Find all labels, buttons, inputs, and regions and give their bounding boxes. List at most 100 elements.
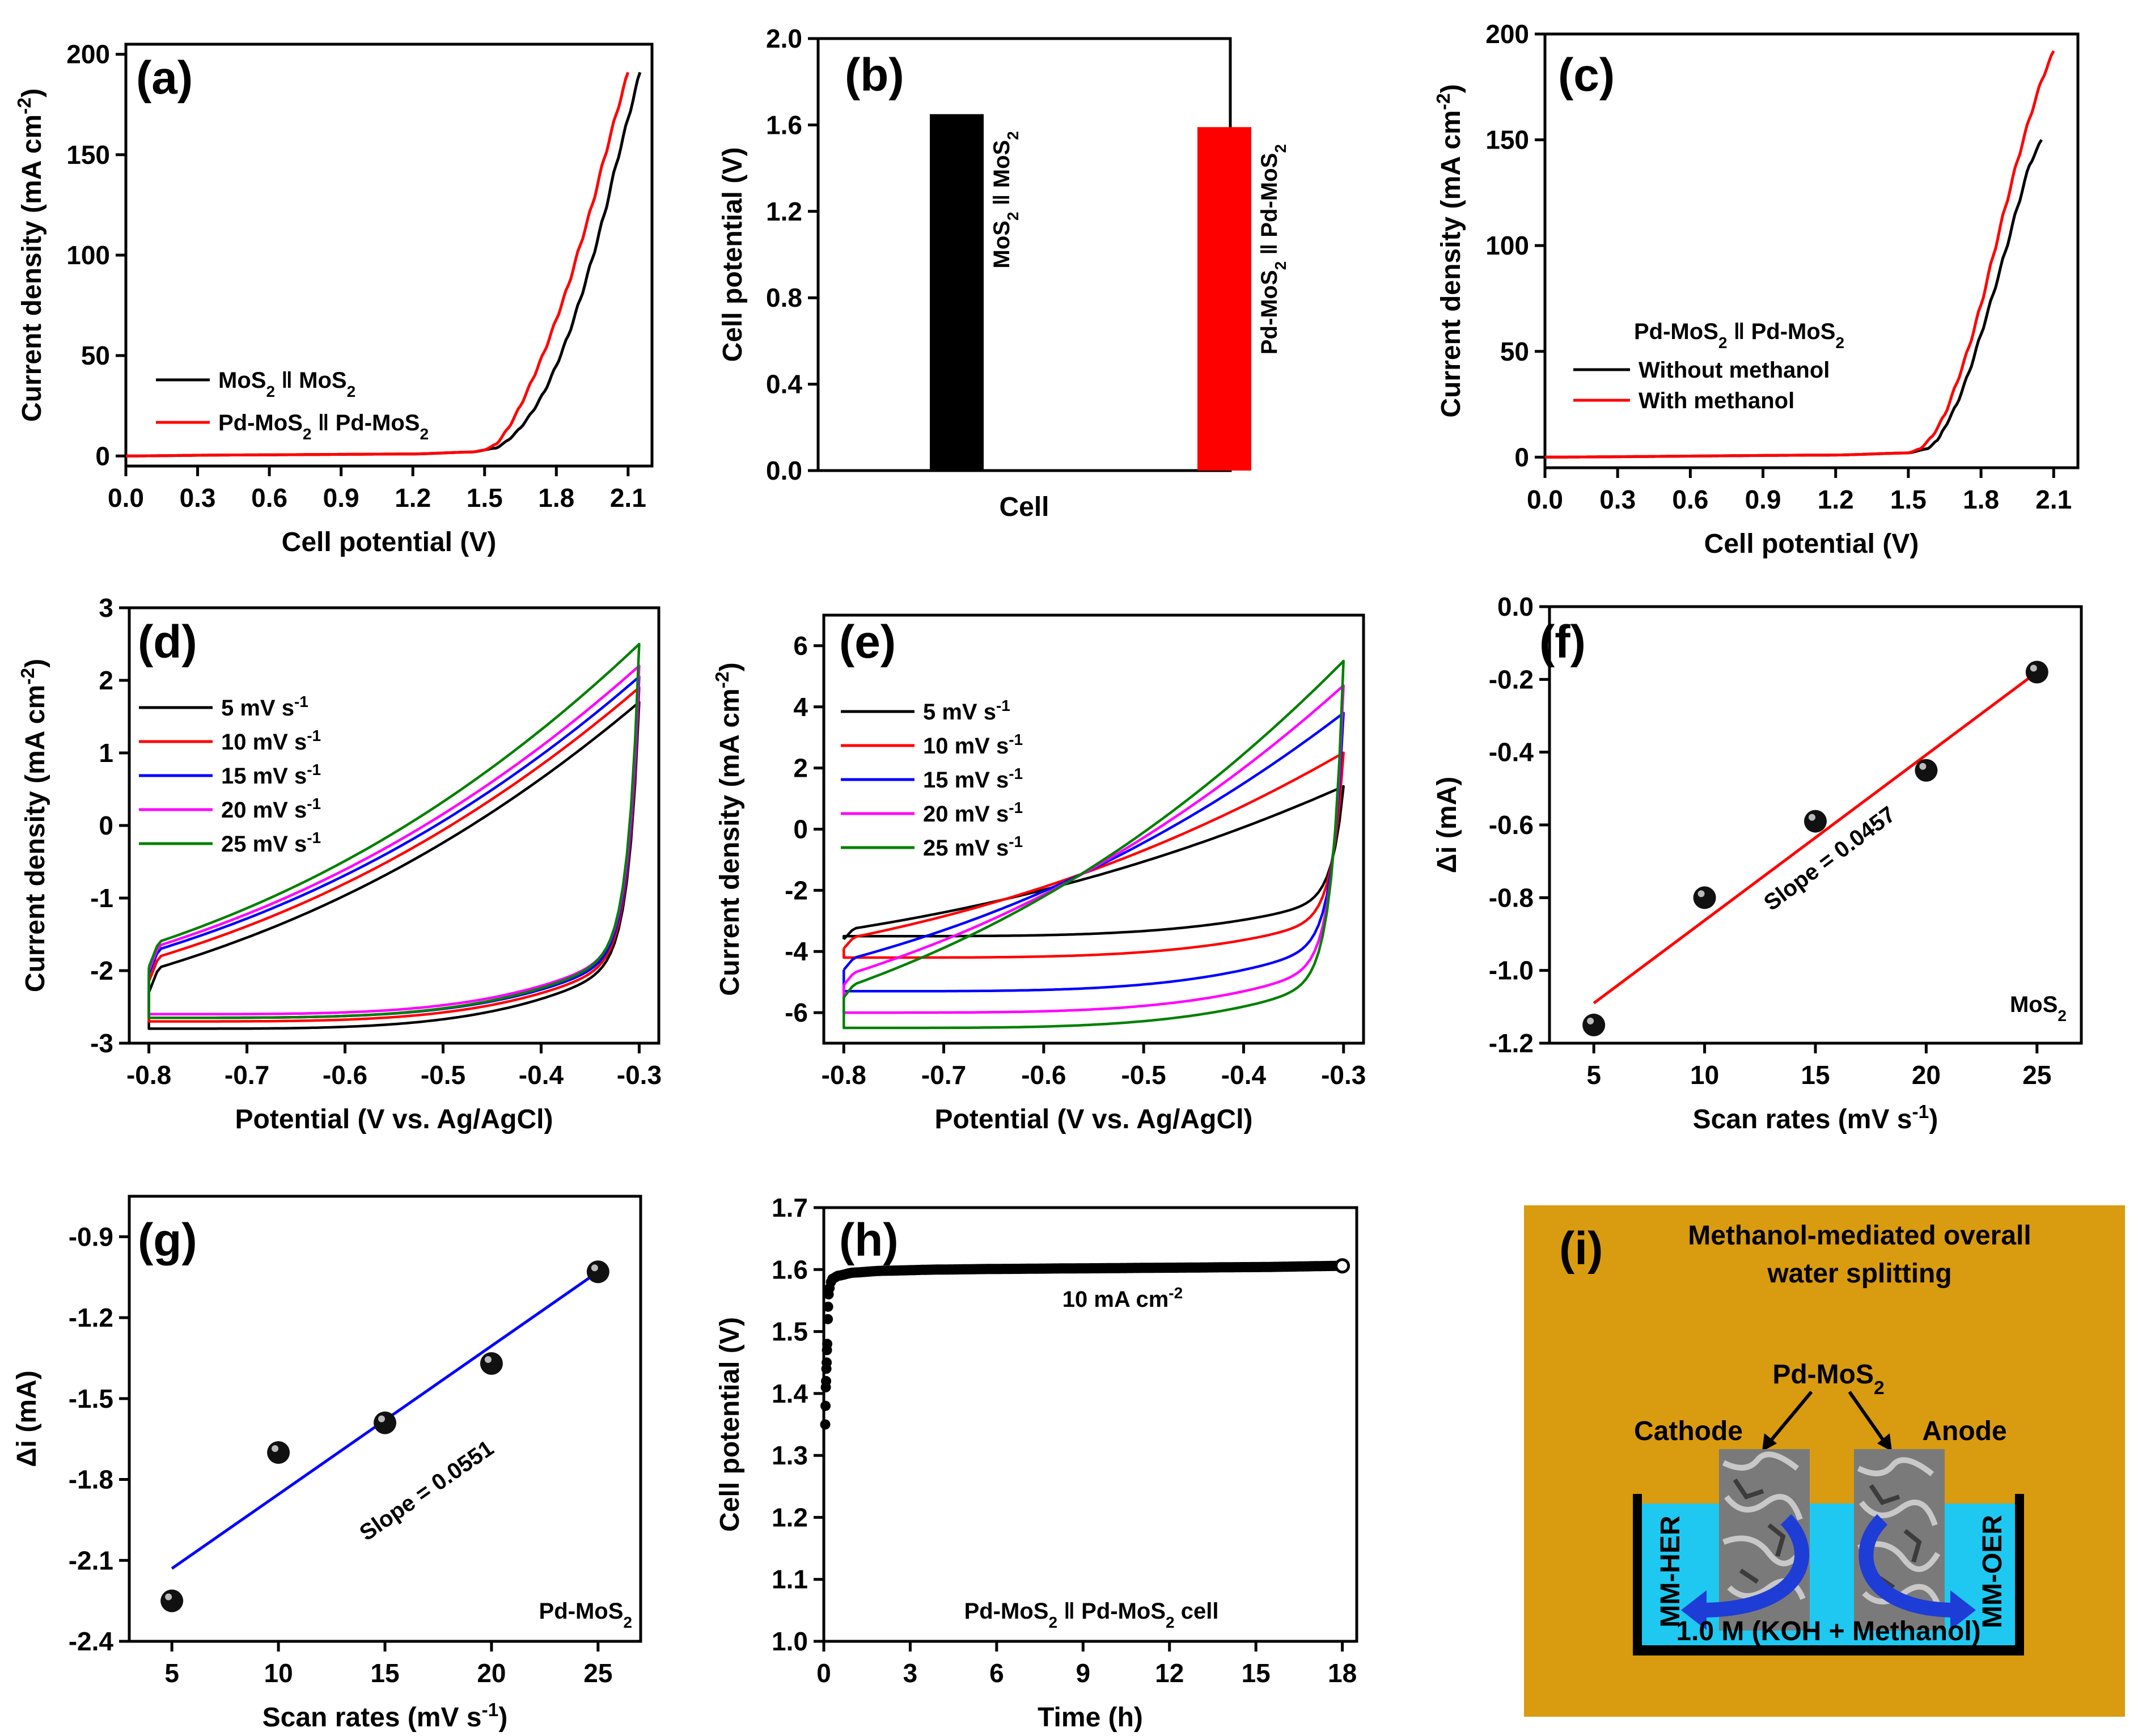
legend-item-3-label: 15 mV s-1: [221, 761, 321, 789]
cathode-reaction-arrowhead-icon: [1681, 1590, 1707, 1630]
x-axis-label: Cell potential (V): [282, 527, 497, 557]
slope-annotation: Slope = 0.0457: [1759, 802, 1900, 916]
panel-label: (g): [138, 1214, 197, 1266]
data-point-1: [1582, 1013, 1606, 1036]
x-tick-label: 0.9: [323, 483, 359, 513]
y-axis-label: Current density (mA cm-2): [712, 662, 746, 996]
anode-reaction-arrow: [1858, 1514, 1957, 1618]
y-tick-label: 1.2: [766, 197, 802, 226]
cell-label: Pd-MoS2 ǁ Pd-MoS2 cell: [964, 1599, 1219, 1631]
data-point-1: [160, 1589, 184, 1612]
x-tick-label: -0.6: [1021, 1060, 1066, 1090]
y-tick-label: 6: [793, 631, 808, 660]
y-tick-label: 1.6: [772, 1255, 808, 1284]
stability-point-4: [821, 1376, 832, 1386]
x-tick-label: 0: [816, 1658, 831, 1688]
container-left-wall: [1633, 1494, 1642, 1655]
y-axis-label: Cell potential (V): [715, 1317, 745, 1532]
x-tick-label: 15: [1801, 1060, 1830, 1090]
x-tick-label: 0.0: [1527, 485, 1563, 514]
data-point-highlight-5: [2030, 664, 2037, 672]
y-tick-label: 1.2: [772, 1502, 808, 1532]
y-tick-label: 2: [99, 666, 113, 695]
y-tick-label: 1.4: [772, 1379, 808, 1408]
x-tick-label: 2.1: [610, 483, 646, 513]
x-tick-label: 25: [583, 1658, 612, 1688]
panel-label: (d): [138, 616, 197, 668]
y-tick-label: 0: [95, 441, 110, 471]
x-tick-label: 6: [989, 1658, 1004, 1688]
x-tick-label: 0.0: [108, 483, 144, 513]
x-axis-label: Potential (V vs. Ag/AgCl): [935, 1104, 1253, 1134]
legend-title: Pd-MoS2 ǁ Pd-MoS2: [1634, 319, 1844, 352]
y-tick-label: -1.0: [1489, 956, 1534, 985]
data-point-highlight-2: [1697, 890, 1705, 897]
y-tick-label: -2.4: [69, 1627, 114, 1656]
data-point-4: [480, 1352, 503, 1375]
x-axis-label: Time (h): [1038, 1703, 1143, 1733]
c-frame: [1543, 32, 2080, 469]
x-tick-label: 0.9: [1745, 485, 1781, 514]
schematic-title-line1: Methanol-mediated overall: [1688, 1221, 2031, 1251]
panel-label: (e): [839, 616, 896, 668]
panel-label-i: (i): [1559, 1223, 1603, 1275]
x-tick-label: 1.8: [1963, 485, 1999, 514]
fit-line: [1593, 671, 2038, 1005]
y-tick-label: 0: [793, 815, 808, 844]
x-tick-label: -0.4: [1221, 1060, 1267, 1090]
y-tick-label: 1.1: [772, 1565, 808, 1594]
x-tick-label: 15: [370, 1658, 399, 1688]
x-axis-label: Scan rates (mV s-1): [263, 1700, 508, 1733]
y-tick-label: -0.6: [1489, 810, 1534, 840]
data-point-2: [267, 1441, 290, 1464]
y-tick-label: -2: [90, 956, 113, 985]
data-point-highlight-3: [378, 1415, 385, 1422]
y-tick-label: 0.0: [766, 456, 802, 485]
x-tick-label: -0.6: [323, 1060, 367, 1090]
x-tick-label: 1.5: [1890, 485, 1927, 514]
panel-label: (f): [1539, 616, 1586, 668]
series-line-2: [126, 71, 630, 458]
y-tick-label: -1.2: [69, 1303, 113, 1332]
x-tick-label: 15: [1242, 1658, 1271, 1688]
y-tick-label: 1.7: [772, 1193, 808, 1222]
y-tick-label: -4: [785, 937, 808, 966]
chart-panel-h: 0 3 6 9 12 15 18 1.0 1.1 1.2 1.3 1.4 1.5 1.6 1.7 Time (…: [715, 1193, 1358, 1733]
y-tick-label: 100: [1485, 231, 1529, 260]
y-tick-label: 0: [1514, 442, 1529, 472]
sample-label: MoS2: [2010, 992, 2067, 1024]
y-tick-label: 1.5: [772, 1317, 808, 1347]
cv-curve-5: [147, 642, 641, 1019]
data-point-highlight-5: [591, 1264, 598, 1272]
legend-item-1-label: 5 mV s-1: [221, 693, 308, 721]
mm-her-label: MM-HER: [1656, 1515, 1686, 1627]
legend-item-5-label: 25 mV s-1: [923, 833, 1023, 861]
bar-2: [1197, 127, 1251, 471]
y-tick-label: 0.8: [766, 283, 802, 312]
chart-panel-a: 0.0 0.3 0.6 0.9 1.2 1.5 1.8 2.1 0 50 100 150 200 Cell…: [14, 40, 654, 557]
legend-item-2-label: 10 mV s-1: [923, 731, 1023, 759]
anode-pointer-arrow: [1848, 1391, 1887, 1444]
series-line-2: [1545, 50, 2055, 459]
y-axis-label: Current density (mA cm-2): [14, 88, 48, 422]
y-tick-label: 4: [793, 692, 808, 722]
legend-item-2-label: With methanol: [1639, 388, 1794, 413]
y-tick-label: 50: [81, 341, 110, 370]
x-tick-label: 1.2: [395, 483, 431, 513]
x-tick-label: 1.5: [467, 483, 503, 513]
electrolyte-label: 1.0 M (KOH + Methanol): [1676, 1616, 1980, 1646]
y-tick-label: 1.6: [766, 110, 802, 139]
slope-annotation: Slope = 0.0551: [355, 1436, 498, 1546]
panel-label: (a): [136, 52, 193, 104]
y-tick-label: 2.0: [766, 24, 802, 53]
y-tick-label: -3: [90, 1028, 113, 1058]
anode-reaction-arrowhead-icon: [1950, 1590, 1976, 1630]
x-tick-label: -0.7: [225, 1060, 269, 1090]
legend-item-1-label: 5 mV s-1: [923, 697, 1010, 725]
bar-label-2: Pd-MoS2 ǁ Pd-MoS2: [1257, 144, 1289, 354]
y-axis-label: Current density (mA cm-2): [18, 659, 51, 992]
y-tick-label: 150: [66, 140, 110, 170]
y-tick-label: -0.4: [1489, 738, 1534, 767]
x-tick-label: 2.1: [2035, 485, 2072, 514]
data-point-4: [1915, 759, 1938, 782]
